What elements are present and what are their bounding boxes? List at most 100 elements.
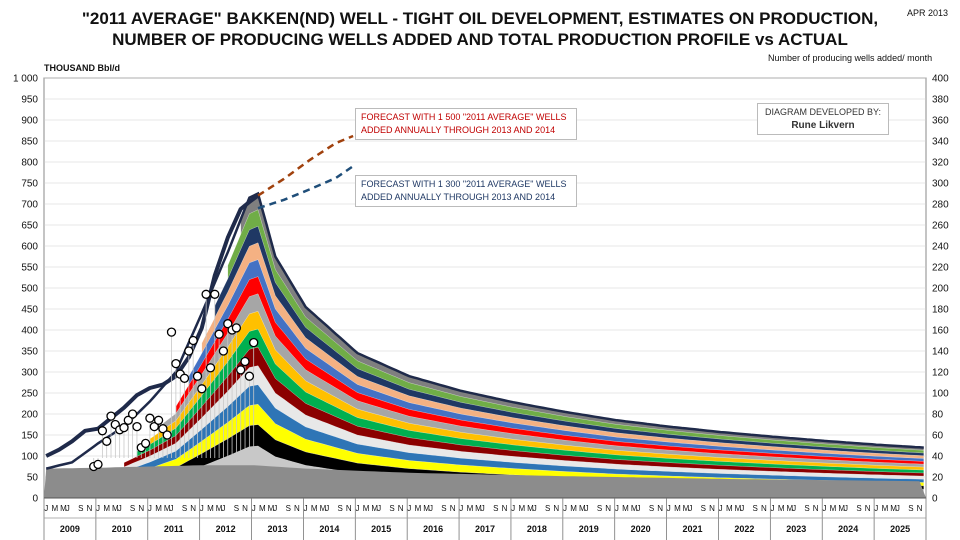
month-tick-label: J: [325, 504, 329, 513]
month-tick-label: J: [200, 504, 204, 513]
wells-added-marker: [240, 356, 250, 367]
credit-heading: DIAGRAM DEVELOPED BY:: [764, 107, 882, 117]
y-tick-label: 950: [21, 95, 38, 106]
year-tick-label: 2022: [734, 524, 754, 534]
month-tick-label: M: [579, 504, 586, 513]
y2-tick-label: 80: [932, 410, 944, 421]
month-tick-label: J: [533, 504, 537, 513]
month-tick-label: J: [874, 504, 878, 513]
month-tick-label: J: [273, 504, 277, 513]
wells-added-marker: [153, 415, 164, 425]
y-tick-label: 500: [21, 284, 38, 295]
y2-tick-label: 20: [932, 473, 944, 484]
chart-title-line1: "2011 AVERAGE" BAKKEN(ND) WELL - TIGHT O…: [81, 9, 879, 28]
month-tick-label: S: [545, 504, 550, 513]
month-tick-label: M: [735, 504, 742, 513]
month-tick-label: J: [615, 504, 619, 513]
month-tick-label: M: [259, 504, 266, 513]
month-tick-label: S: [389, 504, 394, 513]
month-tick-label: M: [674, 504, 681, 513]
month-tick-label: N: [346, 504, 352, 513]
credit-author: Rune Likvern: [791, 120, 855, 131]
month-tick-label: S: [493, 504, 498, 513]
month-tick-label: M: [371, 504, 378, 513]
wells-added-marker: [231, 323, 242, 333]
month-tick-label: J: [304, 504, 308, 513]
month-tick-label: J: [170, 504, 174, 513]
actual-production-line: [45, 193, 260, 458]
y2-tick-label: 140: [932, 347, 949, 358]
month-tick-label: M: [320, 504, 327, 513]
y-tick-label: 900: [21, 116, 38, 127]
month-tick-label: J: [822, 504, 826, 513]
wells-added-marker: [166, 327, 177, 337]
year-tick-label: 2023: [786, 524, 806, 534]
month-tick-label: N: [138, 504, 144, 513]
month-tick-label: S: [649, 504, 654, 513]
year-tick-label: 2016: [423, 524, 443, 534]
month-tick-label: J: [844, 504, 848, 513]
y-tick-label: 550: [21, 263, 38, 274]
wells-added-marker: [127, 409, 138, 419]
month-tick-label: N: [502, 504, 508, 513]
month-tick-label: S: [597, 504, 602, 513]
month-tick-label: S: [701, 504, 706, 513]
month-tick-label: J: [407, 504, 411, 513]
month-tick-label: M: [838, 504, 845, 513]
month-tick-label: M: [268, 504, 275, 513]
month-tick-label: N: [190, 504, 196, 513]
month-tick-label: N: [813, 504, 819, 513]
y2-tick-label: 300: [932, 179, 949, 190]
month-tick-label: M: [786, 504, 793, 513]
year-tick-label: 2015: [371, 524, 391, 534]
month-tick-label: J: [719, 504, 723, 513]
wells-added-marker: [249, 337, 259, 348]
month-tick-label: S: [286, 504, 291, 513]
month-tick-label: S: [856, 504, 861, 513]
y-tick-label: 800: [21, 158, 38, 169]
year-tick-label: 2017: [475, 524, 495, 534]
month-tick-label: M: [830, 504, 837, 513]
year-tick-label: 2009: [60, 524, 80, 534]
wells-added-marker: [140, 438, 151, 449]
wells-added-marker: [171, 358, 181, 369]
month-tick-label: J: [44, 504, 48, 513]
month-tick-label: N: [398, 504, 404, 513]
forecast-1300-line: [257, 165, 354, 210]
wells-added-marker: [197, 384, 207, 394]
wells-added-marker: [223, 319, 233, 329]
year-tick-label: 2020: [631, 524, 651, 534]
y2-tick-label: 0: [932, 494, 938, 505]
wells-added-marker: [106, 411, 116, 421]
month-tick-label: S: [182, 504, 187, 513]
wells-added-marker: [218, 346, 229, 356]
forecast-1300-annotation: FORECAST WITH 1 300 "2011 AVERAGE" WELLS…: [355, 175, 577, 207]
chart-title-line2: NUMBER OF PRODUCING WELLS ADDED AND TOTA…: [112, 30, 848, 49]
month-tick-label: M: [631, 504, 638, 513]
month-tick-label: M: [527, 504, 534, 513]
month-tick-label: M: [155, 504, 162, 513]
month-tick-label: M: [778, 504, 785, 513]
month-tick-label: S: [338, 504, 343, 513]
wells-added-marker: [123, 415, 133, 425]
month-tick-label: M: [475, 504, 482, 513]
modelled-total-line: [45, 191, 924, 470]
y2-tick-label: 160: [932, 326, 949, 337]
year-tick-label: 2021: [682, 524, 702, 534]
y2-tick-label: 360: [932, 116, 949, 127]
y-tick-label: 600: [21, 242, 38, 253]
year-tick-label: 2013: [267, 524, 287, 534]
month-tick-label: S: [130, 504, 135, 513]
wells-added-marker: [214, 329, 224, 339]
year-tick-label: 2024: [838, 524, 858, 534]
y-tick-label: 100: [21, 452, 38, 463]
year-tick-label: 2012: [216, 524, 236, 534]
wells-added-marker: [162, 430, 172, 440]
y2-tick-label: 220: [932, 263, 949, 274]
year-tick-label: 2011: [164, 524, 184, 534]
left-axis-label: THOUSAND Bbl/d: [44, 63, 120, 73]
month-tick-label: J: [896, 504, 900, 513]
month-tick-label: M: [164, 504, 171, 513]
month-tick-label: S: [78, 504, 83, 513]
